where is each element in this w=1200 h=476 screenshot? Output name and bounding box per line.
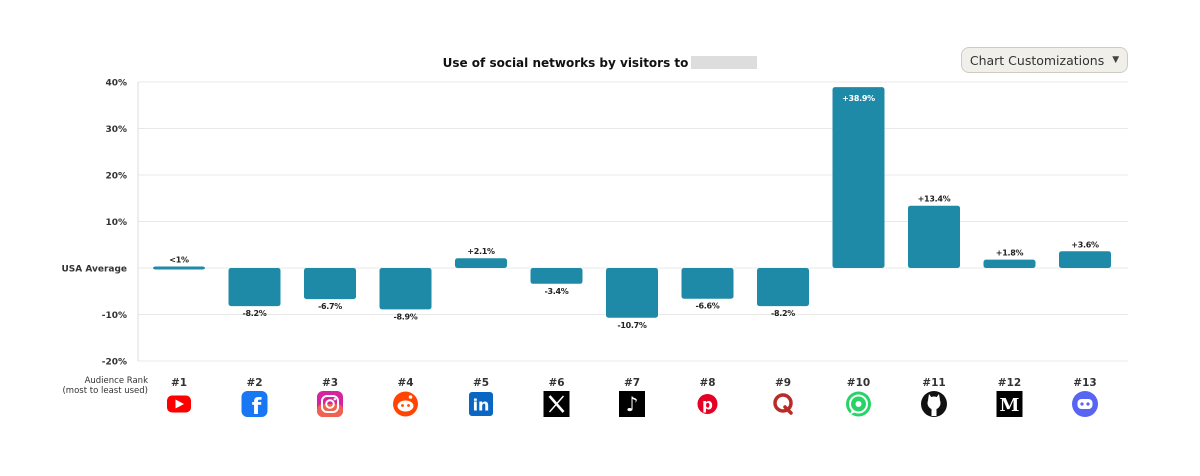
data-label: +3.6% <box>1071 240 1099 249</box>
bar-rank-3[interactable] <box>304 268 356 300</box>
rank-label: #13 <box>1073 377 1096 389</box>
rank-label: #9 <box>775 377 791 389</box>
rank-label: #8 <box>699 377 715 389</box>
data-label: -8.9% <box>393 312 417 321</box>
svg-text:♪: ♪ <box>626 392 639 416</box>
bar-rank-4[interactable] <box>379 268 432 310</box>
tiktok-icon: ♪ <box>619 391 645 417</box>
chart-title: Use of social networks by visitors to <box>0 56 1200 70</box>
audience-rank-legend: Audience Rank (most to least used) <box>40 376 148 396</box>
bar-rank-2[interactable] <box>228 268 281 307</box>
data-label: -8.2% <box>771 309 795 318</box>
audience-rank-sublabel: (most to least used) <box>62 386 148 396</box>
data-label: +1.8% <box>996 249 1024 258</box>
bar-rank-7[interactable] <box>606 268 658 318</box>
reddit-icon <box>393 391 418 417</box>
data-label: +38.9% <box>842 94 875 103</box>
bar-rank-13[interactable] <box>1059 251 1111 268</box>
chart-customizations-button[interactable]: Chart Customizations ▼ <box>961 47 1128 73</box>
y-tick-label: 40% <box>105 79 127 89</box>
instagram-icon <box>317 391 343 417</box>
rank-label: #11 <box>922 377 945 389</box>
data-label: -6.7% <box>318 302 342 311</box>
chart-customizations-label: Chart Customizations <box>969 52 1105 68</box>
bar-rank-9[interactable] <box>757 268 809 307</box>
medium-icon: M <box>996 391 1023 417</box>
y-tick-label: 30% <box>105 125 127 135</box>
rank-label: #3 <box>322 377 338 389</box>
y-tick-label: -10% <box>102 311 127 321</box>
rank-label: #4 <box>397 377 413 389</box>
bar-rank-11[interactable] <box>908 205 960 268</box>
rank-label: #2 <box>246 377 262 389</box>
youtube-icon <box>167 395 191 413</box>
rank-label: #6 <box>548 377 564 389</box>
bar-rank-8[interactable] <box>681 268 734 299</box>
data-label: <1% <box>169 256 189 265</box>
data-label: +2.1% <box>467 247 495 256</box>
quora-icon <box>773 393 793 415</box>
y-tick-label: 20% <box>105 172 127 182</box>
audience-rank-label: Audience Rank <box>84 376 148 386</box>
redacted-site-name <box>691 56 758 69</box>
y-tick-label: 10% <box>105 218 127 228</box>
facebook-icon: f <box>241 391 268 420</box>
caret-down-icon: ▼ <box>1112 55 1120 65</box>
svg-text:f: f <box>252 395 262 420</box>
y-tick-label: -20% <box>102 358 127 368</box>
whatsapp-icon <box>846 391 871 417</box>
data-label: -3.4% <box>544 287 568 296</box>
data-label: -8.2% <box>242 309 266 318</box>
rank-label: #7 <box>624 377 640 389</box>
rank-label: #5 <box>473 377 489 389</box>
data-label: -6.6% <box>695 302 719 311</box>
rank-label: #1 <box>171 377 187 389</box>
x-icon <box>543 391 570 417</box>
bar-rank-6[interactable] <box>530 268 583 284</box>
data-label: -10.7% <box>617 321 647 330</box>
linkedin-icon: in <box>469 392 493 416</box>
rank-label: #12 <box>998 377 1021 389</box>
rank-label: #10 <box>847 377 870 389</box>
pinterest-icon: p <box>697 394 718 414</box>
svg-text:M: M <box>1000 395 1020 416</box>
bar-rank-1[interactable] <box>153 266 205 270</box>
data-label: +13.4% <box>918 195 951 204</box>
y-tick-label: USA Average <box>61 265 127 275</box>
bar-rank-12[interactable] <box>983 259 1036 268</box>
bar-rank-5[interactable] <box>455 258 507 268</box>
chart-title-text: Use of social networks by visitors to <box>442 56 689 70</box>
discord-icon <box>1072 391 1098 417</box>
svg-text:p: p <box>702 396 713 414</box>
svg-text:in: in <box>473 396 490 415</box>
bar-rank-10[interactable] <box>832 87 885 269</box>
github-icon <box>921 391 947 417</box>
